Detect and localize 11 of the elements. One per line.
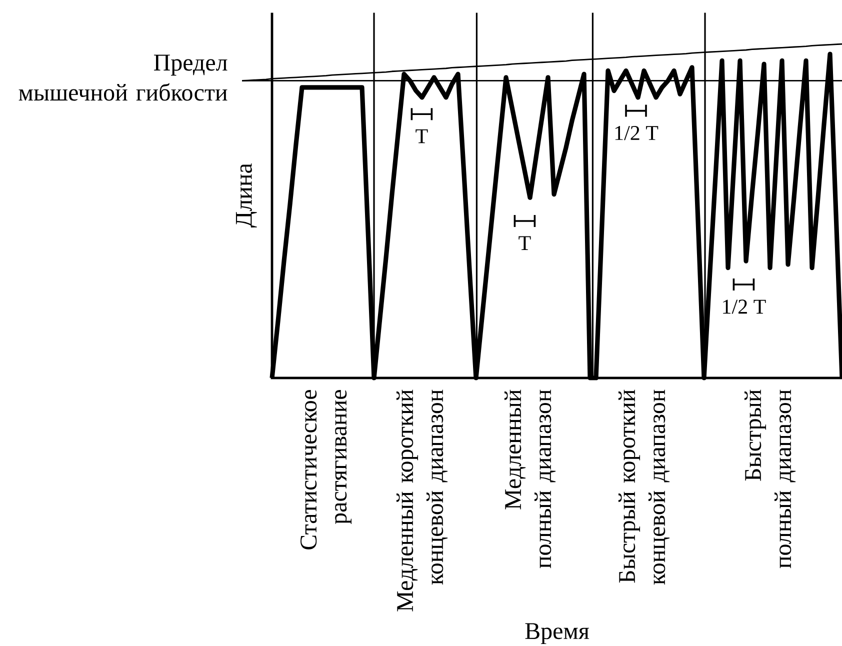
x-tick-label: Медленный полный диапазон [504,390,556,568]
y-axis-title: Длина [236,163,257,228]
x-tick-label: Статистическое растягивание [300,390,352,550]
x-tick-label: Быстрый полный диапазон [744,390,796,568]
annotation: 1/2 T [723,300,766,314]
ref-line-label: Предел мышечной гибкости [18,54,228,101]
x-tick-label: Медленный короткий концевой диапазон [396,390,448,612]
annotation: 1/2 T [615,126,658,140]
annotation: T [416,129,428,144]
annotation: T [518,236,531,250]
x-axis-title: Время [525,623,590,644]
